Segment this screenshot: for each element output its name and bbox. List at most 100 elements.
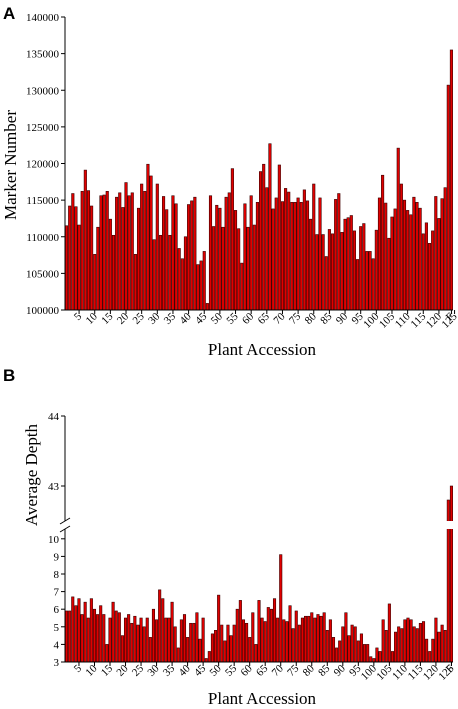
bar (136, 207, 141, 311)
y-tick-label: 115000 (26, 195, 59, 207)
bar (65, 225, 69, 311)
x-tick-label: 45 (193, 310, 210, 327)
x-tick-label: 70 (270, 662, 287, 679)
bar (412, 196, 416, 311)
bar (371, 258, 375, 311)
bar (186, 637, 190, 663)
bar (152, 239, 156, 311)
bar (372, 658, 376, 663)
x-tick-label: 55 (224, 310, 241, 327)
x-tick-label: 10 (84, 310, 101, 327)
y-tick-label: 130000 (26, 85, 60, 97)
x-tick-label: 45 (192, 662, 209, 679)
bar (381, 619, 385, 663)
bar (201, 617, 205, 663)
bar (155, 619, 159, 663)
x-tick-label: 40 (176, 662, 193, 679)
bar (68, 610, 72, 663)
bar (168, 234, 172, 311)
x-tick-label: 85 (316, 662, 333, 679)
bar (428, 651, 432, 663)
y-tick-label: 9 (54, 551, 60, 563)
bar (148, 637, 152, 663)
bar (381, 174, 385, 311)
bar (307, 615, 311, 663)
x-tick-label: 85 (318, 310, 335, 327)
bar (288, 605, 292, 663)
bar (297, 624, 301, 663)
bar (77, 224, 81, 311)
axis-break-slash-upper (59, 517, 71, 525)
x-tick-label: 75 (285, 662, 302, 679)
y-tick-label: 100000 (26, 305, 60, 317)
bar (108, 218, 112, 311)
bar (238, 600, 242, 663)
bar (227, 192, 231, 311)
bar (262, 163, 266, 311)
x-tick-label: 5 (72, 310, 85, 323)
bar (143, 191, 147, 311)
x-tick-label: 10 (83, 662, 100, 679)
bar (195, 612, 199, 663)
bar (280, 201, 285, 311)
bar (269, 608, 273, 663)
bar (340, 232, 344, 311)
bar (284, 188, 288, 311)
bar (274, 197, 278, 311)
bar (205, 303, 209, 311)
x-tick-label: 20 (114, 662, 131, 679)
bar (224, 196, 228, 311)
bar (330, 233, 335, 311)
bar (176, 647, 180, 663)
bar (293, 202, 297, 311)
bar (255, 202, 259, 311)
bar (243, 203, 247, 311)
bar (434, 196, 438, 311)
bar (287, 191, 291, 311)
bar (377, 197, 382, 311)
bar (93, 254, 97, 311)
bar (374, 229, 378, 311)
x-tick-label: 25 (131, 310, 148, 327)
bar (248, 637, 252, 663)
bar (322, 612, 326, 663)
x-tick-label: 60 (240, 310, 257, 327)
bar (120, 635, 124, 663)
bar (71, 193, 75, 311)
bar (217, 594, 221, 663)
bar (257, 600, 261, 663)
bar (316, 614, 320, 663)
bar (334, 199, 338, 311)
bar (174, 203, 178, 311)
y-tick-label: 6 (54, 604, 60, 616)
bar (294, 610, 298, 663)
bar (369, 656, 373, 663)
y-tick-label: 10 (48, 534, 60, 546)
bar (235, 608, 239, 663)
bar (115, 196, 119, 311)
bar (170, 601, 174, 663)
bar (440, 198, 444, 311)
bar (212, 226, 216, 311)
bar (196, 264, 200, 311)
bar (365, 251, 369, 311)
bar (118, 192, 122, 311)
bar (424, 222, 428, 311)
bar (259, 171, 263, 311)
bar (108, 617, 112, 663)
x-tick-label: 15 (99, 310, 116, 327)
bar (86, 190, 91, 311)
y-tick-label: 8 (54, 569, 60, 581)
bar (254, 644, 258, 663)
bar (431, 230, 435, 311)
x-tick-label: 50 (208, 662, 225, 679)
bar (446, 84, 450, 311)
panel-label-a: A (3, 4, 15, 23)
marker-number-x-ticks: 5 10 15 20 25 30 35 40 45 50 55 60 65 70 75 80 85 90 95100… (72, 310, 458, 331)
bar (324, 256, 328, 311)
x-tick-label: 50 (209, 310, 226, 327)
bar (276, 617, 280, 663)
bar (177, 248, 181, 311)
bar (208, 195, 213, 311)
